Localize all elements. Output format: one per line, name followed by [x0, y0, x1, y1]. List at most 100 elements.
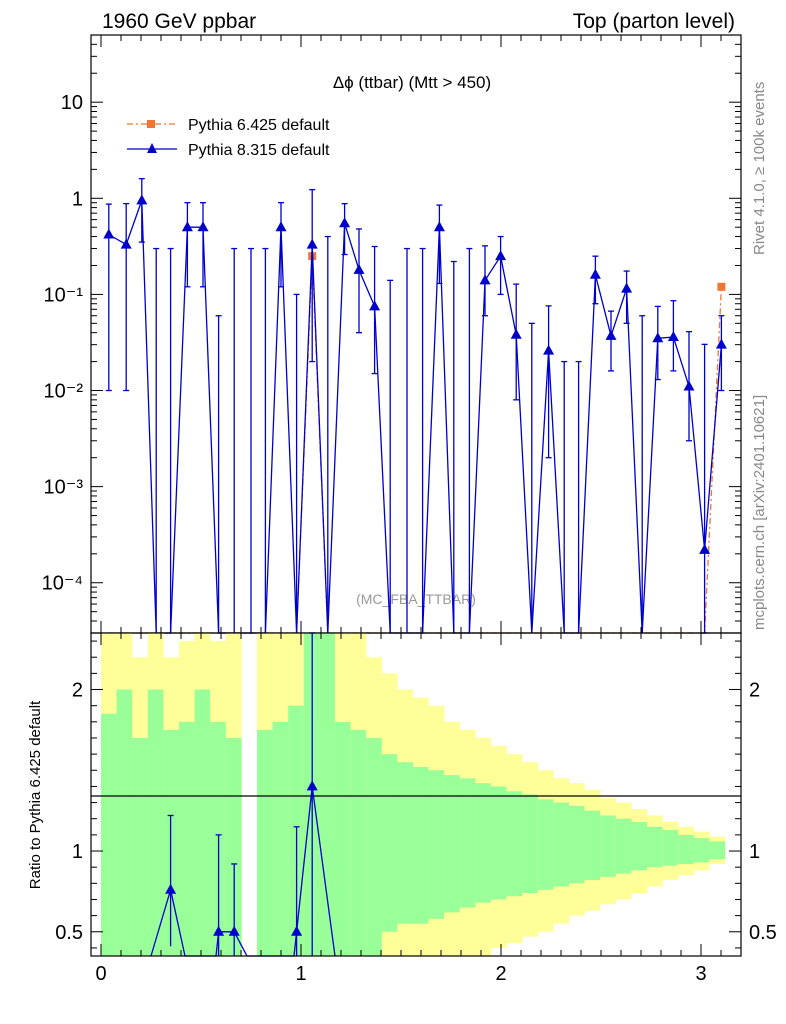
main-y-tick-label: 10⁻² [44, 381, 84, 403]
header-left: 1960 GeV ppbar [102, 10, 256, 33]
ratio-band-inner [257, 729, 273, 956]
data-point-pythia8 [621, 282, 633, 293]
ratio-band-inner [693, 838, 710, 863]
legend: Pythia 6.425 default Pythia 8.315 defaul… [127, 117, 330, 159]
main-y-tick-label: 10⁻⁴ [42, 573, 83, 595]
ratio-band-inner [537, 799, 554, 890]
data-point-pythia8 [306, 238, 318, 249]
ratio-y-tick-label-left: 0.5 [55, 922, 83, 944]
main-y-ticks [91, 34, 742, 634]
x-tick-labels: 0 1 2 3 [95, 963, 706, 985]
ratio-band-inner [647, 826, 663, 868]
ratio-band-inner [615, 818, 632, 874]
ratio-y-tick-label-right: 1 [749, 841, 760, 863]
data-point-pythia8 [543, 344, 555, 355]
series-line-pythia8 [108, 200, 723, 634]
ratio-band-inner [147, 689, 164, 956]
ratio-band-inner [522, 794, 539, 894]
data-point-pythia8 [667, 331, 679, 342]
ratio-band-inner [319, 633, 336, 956]
source-label: mcplots.cern.ch [arXiv:2401.10621] [751, 395, 768, 630]
ratio-band-inner [381, 754, 398, 932]
ratio-band-inner [163, 729, 180, 956]
ratio-band-inner [225, 737, 242, 956]
data-point-pythia6 [717, 282, 726, 291]
ratio-series [150, 632, 336, 957]
data-point-pythia8 [683, 380, 695, 391]
data-point-pythia8 [197, 221, 209, 232]
main-panel: 10⁻⁴ 10⁻³ 10⁻² 10⁻¹ 1 10 Δϕ (ttbar) (Mtt > 45… [42, 34, 742, 634]
ratio-point-pythia8 [213, 925, 225, 936]
data-point-pythia8 [353, 263, 365, 274]
main-y-tick-label: 1 [72, 188, 83, 210]
legend-label-pythia6: Pythia 6.425 default [188, 117, 330, 134]
ratio-band-inner [428, 770, 445, 919]
main-title: Δϕ (ttbar) (Mtt > 450) [333, 73, 491, 92]
ratio-y-tick-label-right: 0.5 [749, 922, 777, 944]
data-point-pythia8 [275, 221, 287, 232]
ratio-band-inner [459, 778, 476, 908]
ratio-frame [90, 632, 742, 957]
data-point-pythia8 [699, 543, 711, 554]
ratio-band-inner [132, 737, 149, 956]
data-point-pythia8 [495, 250, 507, 261]
ratio-band-inner [413, 767, 429, 924]
ratio-band-inner [553, 802, 570, 887]
ratio-y-tick-labels: 0.5 0.5 1 1 2 2 [55, 680, 777, 944]
data-point-pythia8 [605, 329, 617, 340]
ratio-band-inner [350, 729, 367, 956]
main-series [103, 178, 727, 634]
legend-label-pythia8: Pythia 8.315 default [188, 142, 330, 159]
ratio-point-pythia8 [291, 925, 303, 936]
ratio-panel: 0.5 0.5 1 1 2 2 0 1 2 3 Ratio to Pythia 6.425 de… [27, 632, 777, 985]
series-line-pythia6 [108, 256, 723, 634]
data-point-pythia8 [369, 300, 381, 311]
ratio-y-tick-label-left: 2 [72, 680, 83, 702]
data-point-pythia8 [136, 194, 148, 205]
ratio-band-inner [444, 775, 461, 913]
main-y-tick-label: 10⁻¹ [44, 284, 84, 306]
ratio-band-inner [600, 815, 617, 877]
ratio-band-inner [475, 783, 492, 903]
ratio-point-pythia8 [228, 925, 240, 936]
ratio-band-inner [194, 689, 211, 956]
header-right: Top (parton level) [573, 10, 735, 33]
ratio-band-inner [397, 762, 414, 924]
rivet-label: Rivet 4.1.0, ≥ 100k events [751, 82, 768, 255]
ratio-band-inner [506, 791, 523, 897]
legend-marker-pythia6 [147, 120, 155, 128]
ratio-y-label: Ratio to Pythia 6.425 default [27, 700, 44, 889]
ratio-band-inner [366, 737, 383, 956]
data-point-pythia8 [715, 338, 727, 349]
ratio-y-tick-label-right: 2 [749, 680, 760, 702]
ratio-y-tick-label-left: 1 [72, 841, 83, 863]
x-tick-label: 2 [495, 963, 506, 985]
data-point-pythia8 [120, 238, 132, 249]
ratio-band-inner [631, 821, 648, 871]
main-y-tick-label: 10⁻³ [44, 477, 84, 499]
x-tick-label: 1 [295, 963, 306, 985]
data-point-pythia8 [433, 221, 445, 232]
ratio-point-pythia8 [165, 883, 177, 894]
ratio-band-inner [662, 830, 679, 866]
data-point-pythia8 [339, 217, 351, 228]
x-tick-label: 0 [95, 963, 106, 985]
data-point-pythia8 [103, 228, 115, 239]
ratio-band-inner [491, 786, 507, 900]
main-y-tick-labels: 10⁻⁴ 10⁻³ 10⁻² 10⁻¹ 1 10 [42, 92, 84, 595]
ratio-bands [101, 633, 726, 956]
data-point-pythia8 [510, 328, 522, 339]
data-point-pythia8 [479, 274, 491, 285]
ratio-band-inner [584, 810, 601, 881]
data-point-pythia8 [181, 221, 193, 232]
analysis-watermark: (MC_FBA_TTBAR) [356, 591, 476, 607]
data-point-pythia8 [652, 332, 664, 343]
main-y-tick-label: 10 [61, 92, 83, 114]
ratio-band-inner [709, 841, 726, 860]
data-point-pythia8 [589, 268, 601, 279]
ratio-band-inner [678, 834, 695, 864]
ratio-band-inner [272, 721, 289, 956]
ratio-band-inner [116, 689, 133, 956]
legend-marker-pythia8 [147, 143, 157, 153]
